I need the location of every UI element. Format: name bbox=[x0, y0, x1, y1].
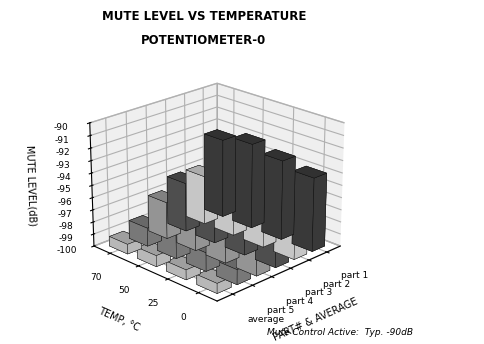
Text: Mute Control Active:  Typ. -90dB: Mute Control Active: Typ. -90dB bbox=[266, 328, 412, 337]
X-axis label: PART# & AVERAGE: PART# & AVERAGE bbox=[272, 297, 359, 343]
Text: POTENTIOMETER-0: POTENTIOMETER-0 bbox=[141, 34, 266, 47]
Y-axis label: TEMP, °C: TEMP, °C bbox=[96, 306, 140, 333]
Text: MUTE LEVEL VS TEMPERATURE: MUTE LEVEL VS TEMPERATURE bbox=[101, 10, 305, 23]
